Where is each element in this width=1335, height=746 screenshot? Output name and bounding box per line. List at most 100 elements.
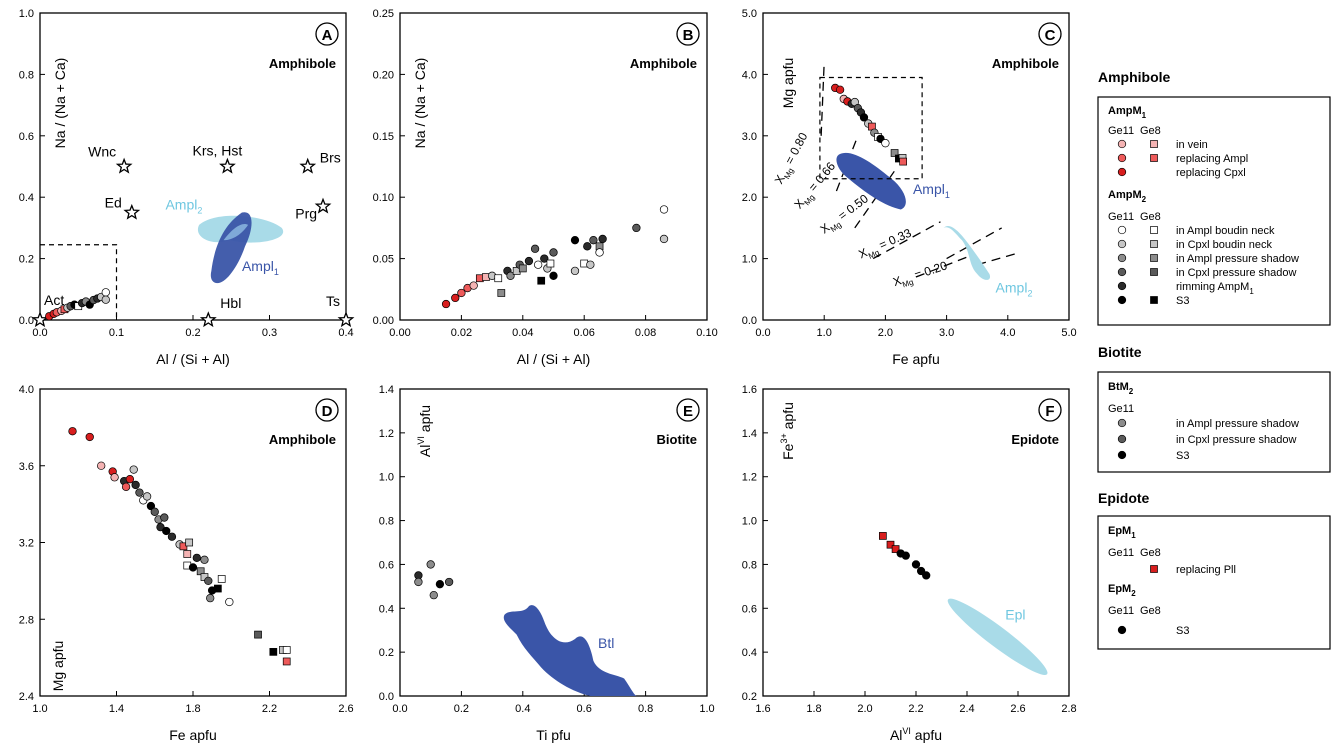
legend-amphibole-box [1097, 96, 1331, 326]
legend-marker [1150, 154, 1158, 162]
data-point [135, 488, 144, 497]
y-tick-label: 1.4 [379, 384, 394, 396]
panel-e: 0.0 0.2 0.4 0.6 0.8 1.0 0.0 0.2 0.4 0.6 0.8 1.0 1.2 1… [379, 384, 715, 743]
xmg-label: XMg = 0.66 [791, 159, 840, 213]
end-member-label: Ts [326, 293, 340, 309]
legend-marker [1117, 153, 1127, 163]
end-member-star [314, 197, 332, 214]
data-point [121, 482, 131, 492]
data-point [583, 242, 592, 251]
data-point [886, 540, 895, 549]
x-tick-label: 3.0 [939, 327, 954, 339]
panel-f: 1.6 1.8 2.0 2.2 2.4 2.6 2.8 0.2 0.4 0.6 0.8 1.0 1.2 1… [742, 384, 1077, 743]
legend-ep-col-ge8: Ge8 [1140, 547, 1161, 559]
data-point [589, 236, 598, 245]
data-point [899, 157, 907, 166]
data-point [598, 234, 607, 244]
panel-title: Amphibole [992, 56, 1059, 71]
legend-row-ampl-shadow: in Ampl pressure shadow [1176, 253, 1299, 265]
legend-ampm2-title: AmpM2 [1108, 189, 1147, 204]
xmg-isoline [915, 254, 972, 278]
data-point [188, 563, 198, 572]
x-tick-label: 0.02 [451, 327, 472, 339]
btl-label: Btl [598, 635, 614, 651]
legend-row-cpxl-boudin: in Cpxl boudin neck [1176, 239, 1273, 251]
data-point [426, 560, 435, 569]
zoom-box [819, 76, 923, 180]
x-tick-label: 0.3 [262, 327, 277, 339]
data-point [146, 501, 156, 511]
y-tick-label: 1.0 [742, 254, 757, 266]
xmg-isoline [977, 251, 1021, 266]
y-tick-label: 0.8 [742, 559, 757, 571]
x-tick-label: 2.2 [908, 703, 923, 715]
legend-epm1-title: EpM1 [1108, 525, 1136, 540]
data-point [457, 288, 466, 298]
data-point [435, 580, 445, 589]
data-point [129, 465, 138, 474]
legend-amphibole-heading: Amphibole [1098, 69, 1171, 85]
y-tick-label: 0.15 [373, 131, 394, 143]
data-point [494, 274, 503, 283]
data-point [922, 571, 931, 580]
legend-marker [1150, 226, 1158, 234]
end-member-label: Act [44, 292, 64, 308]
x-tick-label: 0.06 [573, 327, 594, 339]
ampl2-label: Ampl2 [996, 279, 1033, 298]
x-tick-label: 0.10 [696, 327, 717, 339]
data-point [160, 513, 169, 522]
legend-markers [1117, 139, 1158, 635]
data-point [586, 260, 595, 269]
legend-epidote-heading: Epidote [1098, 490, 1150, 506]
data-point [101, 288, 110, 297]
x-tick-label: 0.4 [338, 327, 353, 339]
legend-marker [1150, 268, 1158, 276]
data-point [142, 492, 152, 501]
y-tick-label: 3.6 [19, 461, 34, 473]
legend-row-replacing-ampl: replacing Ampl [1176, 153, 1248, 165]
end-member-star [115, 157, 133, 174]
ampl2-label: Ampl2 [165, 196, 202, 215]
legend-epm2-title: EpM2 [1108, 583, 1136, 598]
x-tick-label: 0.0 [755, 327, 770, 339]
x-tick-label: 0.0 [32, 327, 47, 339]
data-point [125, 475, 135, 484]
y-tick-label: 1.4 [742, 428, 757, 440]
data-point [414, 577, 423, 587]
data-point [901, 551, 910, 560]
x-tick-label: 1.6 [755, 703, 770, 715]
data-point [570, 266, 580, 276]
y-axis-label: Mg apfu [780, 58, 796, 109]
y-tick-label: 1.0 [379, 472, 394, 484]
legend-marker [1117, 167, 1127, 177]
end-member-star [199, 311, 217, 328]
panel-d: 1.0 1.4 1.8 2.2 2.6 2.4 2.8 3.2 3.6 4.0 D Amphibole… [19, 384, 354, 743]
x-tick-label: 2.0 [857, 703, 872, 715]
x-tick-label: 2.8 [1061, 703, 1076, 715]
legend-bt-col-ge11: Ge11 [1108, 403, 1134, 415]
data-point [110, 473, 119, 482]
legend-row-ampl-boudin: in Ampl boudin neck [1176, 225, 1275, 237]
ampl2-field [943, 225, 991, 280]
y-tick-label: 0.6 [742, 603, 757, 615]
end-member-label: Prg [295, 205, 317, 221]
data-point [269, 648, 278, 656]
data-point [859, 113, 869, 122]
panel-letter: B [683, 27, 694, 44]
panel-badge [676, 398, 700, 422]
data-point [534, 260, 543, 269]
data-point [451, 293, 460, 303]
legend-marker [1117, 434, 1127, 444]
y-tick-label: 0.0 [19, 315, 34, 327]
data-point [540, 254, 549, 263]
data-point [185, 538, 194, 547]
panel-badge [315, 22, 339, 46]
plot-frame [399, 388, 708, 697]
panel-c: 0.0 1.0 2.0 3.0 4.0 5.0 0.0 1.0 2.0 3.0 4.0 5.0 C Amp… [742, 8, 1077, 367]
y-tick-label: 0.0 [379, 691, 394, 703]
data-point [835, 85, 845, 94]
x-tick-label: 2.6 [1010, 703, 1025, 715]
data-point [225, 597, 234, 607]
y-tick-label: 1.6 [742, 384, 757, 396]
y-tick-label: 2.0 [742, 192, 757, 204]
